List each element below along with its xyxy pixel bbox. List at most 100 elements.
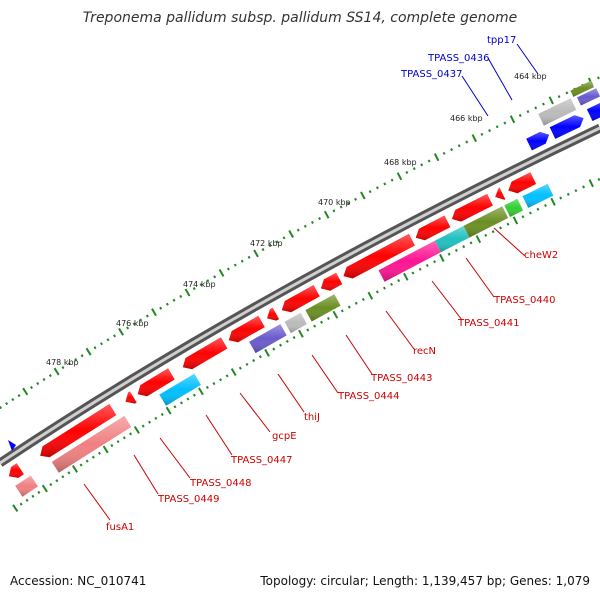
minor-tick [80, 354, 84, 358]
major-tick [439, 253, 445, 262]
minor-tick [340, 309, 344, 313]
minor-tick [544, 204, 547, 208]
minor-tick [488, 129, 491, 133]
major-tick [151, 308, 157, 317]
map-title: Treponema pallidum subsp. pallidum SS14,… [83, 10, 518, 26]
major-tick [509, 115, 516, 124]
minor-tick [42, 377, 46, 382]
minor-tick [110, 443, 114, 448]
minor-tick [268, 244, 272, 248]
minor-tick [368, 190, 372, 194]
cds-feature[interactable] [8, 463, 24, 478]
cds-feature[interactable] [267, 307, 280, 321]
scale-label: 464 kbp [514, 72, 547, 81]
genome-summary-text: Topology: circular; Length: 1,139,457 bp… [260, 574, 590, 588]
minor-tick [5, 402, 9, 406]
minor-tick [506, 222, 510, 226]
gene-label-fusa1[interactable]: fusA1 [106, 522, 134, 533]
minor-tick [238, 366, 242, 370]
minor-tick [495, 125, 499, 129]
minor-tick [480, 132, 484, 136]
minor-tick [292, 336, 296, 340]
gene-feature-gray[interactable] [284, 312, 307, 334]
minor-tick [310, 220, 314, 224]
minor-tick [412, 167, 416, 171]
minor-tick [521, 215, 525, 219]
minor-tick [252, 358, 256, 363]
minor-tick [91, 455, 95, 459]
minor-tick [100, 342, 103, 346]
minor-tick [272, 347, 276, 351]
gene-label-tpass-0444[interactable]: TPASS_0444 [337, 391, 399, 402]
major-tick [41, 484, 48, 493]
major-tick [323, 210, 330, 219]
gene-label-tpass-0448[interactable]: TPASS_0448 [189, 478, 251, 489]
gene-feature-green[interactable] [504, 198, 524, 217]
major-tick [184, 288, 191, 297]
major-tick [71, 465, 78, 473]
minor-tick [529, 211, 532, 215]
minor-tick [296, 228, 300, 232]
minor-tick [320, 320, 323, 324]
minor-tick [275, 240, 279, 244]
minor-tick [542, 102, 545, 106]
gene-label-tpass-0443[interactable]: TPASS_0443 [370, 373, 432, 384]
reverse-gene-labels: cheW2 TPASS_0440 TPASS_0441 recN TPASS_0… [83, 227, 558, 533]
cds-feature[interactable] [125, 391, 137, 404]
gene-label-tpass-0447[interactable]: TPASS_0447 [230, 455, 292, 466]
gene-feature-blue[interactable] [586, 101, 600, 121]
minor-tick [36, 381, 40, 386]
gene-label-tpass-0449[interactable]: TPASS_0449 [157, 494, 219, 505]
major-tick [403, 272, 409, 281]
cds-feature[interactable] [320, 272, 343, 291]
scale-label: 474 kbp [183, 280, 216, 289]
minor-tick [0, 406, 3, 410]
minor-tick [129, 432, 133, 436]
minor-tick [382, 286, 386, 290]
leader-line [345, 334, 373, 375]
leader-line [83, 483, 111, 521]
major-tick [550, 197, 556, 206]
minor-tick [306, 328, 310, 332]
gene-label-tpass-0440[interactable]: TPASS_0440 [493, 295, 555, 306]
minor-tick [19, 502, 23, 506]
gene-feature-blue[interactable] [526, 131, 550, 151]
minor-tick [154, 416, 158, 420]
major-tick [512, 216, 519, 225]
minor-tick [559, 196, 563, 200]
cds-feature[interactable] [495, 187, 506, 200]
minor-tick [165, 302, 169, 306]
major-tick [230, 368, 237, 377]
gene-label-thij[interactable]: thiJ [304, 412, 320, 423]
minor-tick [361, 297, 365, 302]
gene-label-chew2[interactable]: cheW2 [524, 250, 558, 261]
gene-feature-blue[interactable] [8, 440, 16, 451]
leader-line [205, 414, 233, 456]
major-tick [264, 348, 270, 357]
scale-label: 478 kbp [46, 358, 79, 367]
gene-label-tpass-0437[interactable]: TPASS_0437 [400, 69, 462, 80]
gene-label-tpass-0441[interactable]: TPASS_0441 [457, 318, 519, 329]
minor-tick [303, 224, 307, 228]
minor-tick [375, 186, 379, 190]
gene-label-recn[interactable]: recN [413, 346, 436, 357]
major-tick [197, 387, 204, 396]
minor-tick [11, 397, 15, 402]
gene-label-gcpe[interactable]: gcpE [272, 431, 297, 442]
minor-tick [79, 463, 83, 467]
minor-tick [245, 362, 249, 366]
gene-feature-lightpink[interactable] [15, 475, 38, 497]
gene-label-tpp17[interactable]: tpp17 [487, 35, 516, 46]
minor-tick [397, 279, 401, 283]
major-tick [118, 327, 124, 336]
minor-tick [442, 151, 446, 155]
minor-tick [25, 498, 29, 502]
scale-label: 472 kbp [250, 239, 283, 248]
minor-tick [354, 301, 358, 305]
minor-tick [503, 121, 507, 125]
minor-tick [390, 178, 394, 182]
minor-tick [213, 275, 217, 279]
gene-label-tpass-0436[interactable]: TPASS_0436 [427, 53, 489, 64]
minor-tick [37, 490, 41, 494]
minor-tick [225, 374, 229, 378]
